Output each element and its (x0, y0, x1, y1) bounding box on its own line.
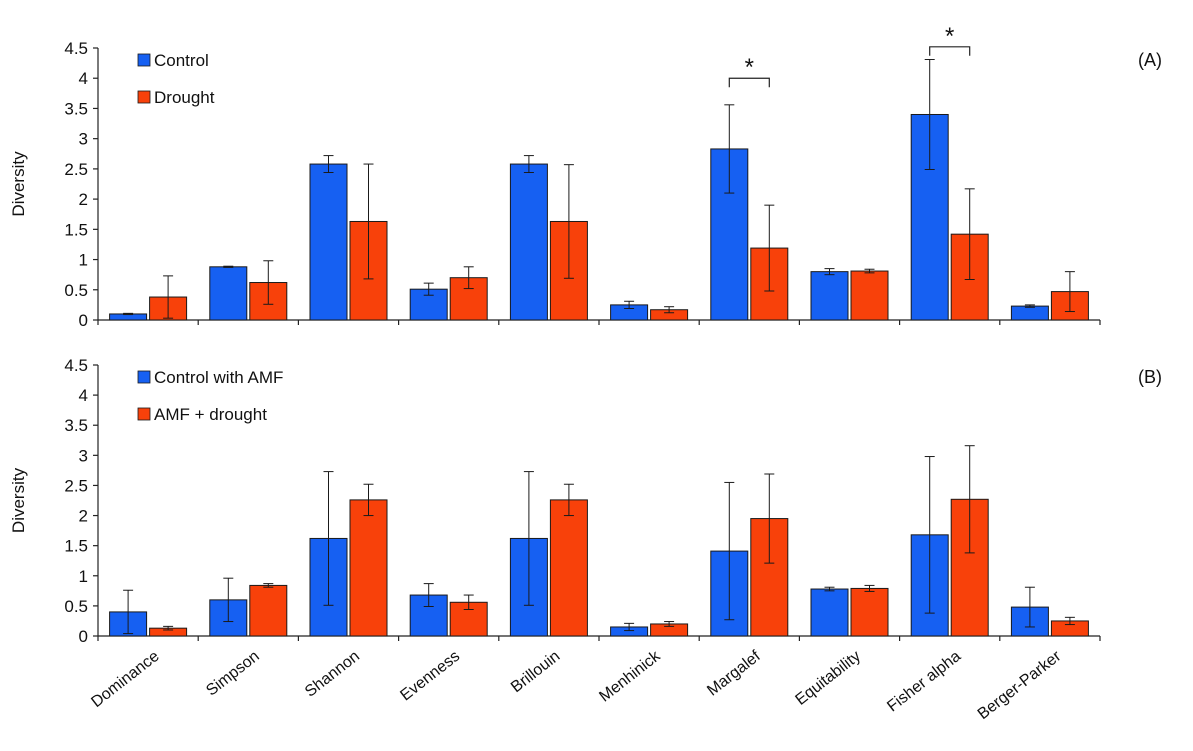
panel-a-legend-swatch (137, 90, 151, 104)
panel-a-bar (850, 270, 889, 321)
x-category-label: Dominance (88, 648, 162, 711)
panel-b-y-tick-label: 3.5 (64, 416, 88, 435)
x-category-label: Evenness (397, 648, 463, 705)
panel-b-legend-label: Control with AMF (154, 368, 283, 387)
panel-b-legend-swatch (137, 407, 151, 421)
panel-a-legend-label: Control (154, 51, 209, 70)
panel-a-y-tick-label: 1 (79, 251, 88, 270)
panel-a-bar (810, 271, 849, 321)
panel-a-significance-star: * (945, 23, 954, 50)
panel-a: 0 0.5 1 1.5 2 2.5 3 3.5 4 4.5 Diversity Control Drou… (9, 23, 1162, 330)
panel-a-y-axis-label: Diversity (9, 151, 28, 217)
panel-b-panel-label: (B) (1138, 367, 1162, 387)
panel-a-y-tick-label: 4.5 (64, 39, 88, 58)
panel-a-y-tick-label: 3.5 (64, 99, 88, 118)
panel-a-y-tick-label: 0.5 (64, 281, 88, 300)
panel-b-legend-swatch (137, 370, 151, 384)
panel-a-bar (449, 277, 488, 321)
panel-b-bar (449, 601, 488, 637)
panel-b-y-tick-label: 4.5 (64, 356, 88, 375)
panel-b-bar (549, 499, 588, 637)
panel-a-bar (309, 163, 348, 321)
x-category-label: Brillouin (508, 648, 563, 696)
panel-a-bar (509, 163, 548, 321)
panel-a-y-tick-label: 4 (79, 69, 88, 88)
panel-a-y-tick-label: 2.5 (64, 160, 88, 179)
panel-a-y-tick-label: 3 (79, 130, 88, 149)
x-category-label: Shannon (302, 648, 363, 701)
panel-b-y-tick-label: 0 (79, 627, 88, 646)
panel-b-y-tick-label: 1.5 (64, 537, 88, 556)
panel-b-y-tick-label: 3 (79, 446, 88, 465)
x-category-label: Menhinick (596, 647, 664, 705)
panel-b-y-tick-label: 1 (79, 567, 88, 586)
panel-b-legend-label: AMF + drought (154, 405, 267, 424)
panel-a-y-tick-label: 2 (79, 190, 88, 209)
panel-b-y-axis-label: Diversity (9, 467, 28, 533)
panel-b: 0 0.5 1 1.5 2 2.5 3 3.5 4 4.5 Diversity Control wit… (9, 356, 1162, 723)
panel-a-y-tick-label: 1.5 (64, 220, 88, 239)
x-category-label: Equitability (793, 648, 864, 709)
panel-b-bar (249, 584, 288, 637)
panel-a-significance-bracket (929, 46, 971, 56)
panel-a-bar (1010, 305, 1049, 321)
panel-b-y-tick-label: 2.5 (64, 476, 88, 495)
x-category-label: Berger-Parker (975, 647, 1065, 723)
x-category-label: Simpson (203, 648, 263, 700)
panel-a-bar (209, 266, 248, 321)
x-category-label: Margalef (704, 647, 764, 699)
panel-a-legend-label: Drought (154, 88, 215, 107)
panel-b-bar (810, 588, 849, 637)
panel-a-y-tick-label: 0 (79, 311, 88, 330)
panel-a-legend-swatch (137, 53, 151, 67)
panel-a-significance-star: * (745, 54, 754, 81)
panel-a-panel-label: (A) (1138, 50, 1162, 70)
panel-a-significance-bracket (728, 77, 770, 88)
panel-b-y-tick-label: 4 (79, 386, 88, 405)
panel-b-y-tick-label: 0.5 (64, 597, 88, 616)
x-category-label: Fisher alpha (884, 648, 964, 716)
panel-b-bar (349, 499, 388, 637)
panel-b-bar (850, 587, 889, 637)
panel-b-y-tick-label: 2 (79, 507, 88, 526)
